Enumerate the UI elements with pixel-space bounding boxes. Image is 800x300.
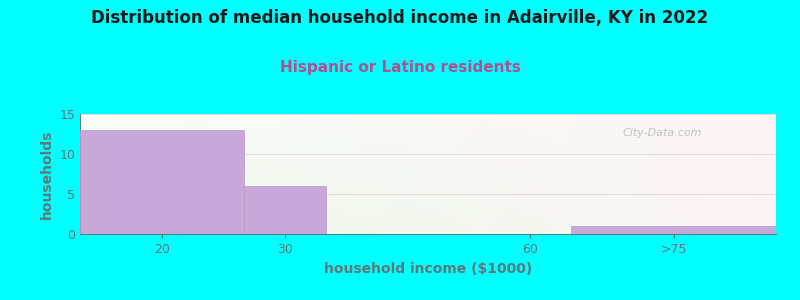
Bar [80, 130, 244, 234]
Y-axis label: households: households [40, 129, 54, 219]
Bar [244, 186, 326, 234]
Text: Hispanic or Latino residents: Hispanic or Latino residents [279, 60, 521, 75]
Bar [571, 226, 776, 234]
Text: City-Data.com: City-Data.com [623, 128, 702, 138]
X-axis label: household income ($1000): household income ($1000) [324, 262, 532, 276]
Text: Distribution of median household income in Adairville, KY in 2022: Distribution of median household income … [91, 9, 709, 27]
